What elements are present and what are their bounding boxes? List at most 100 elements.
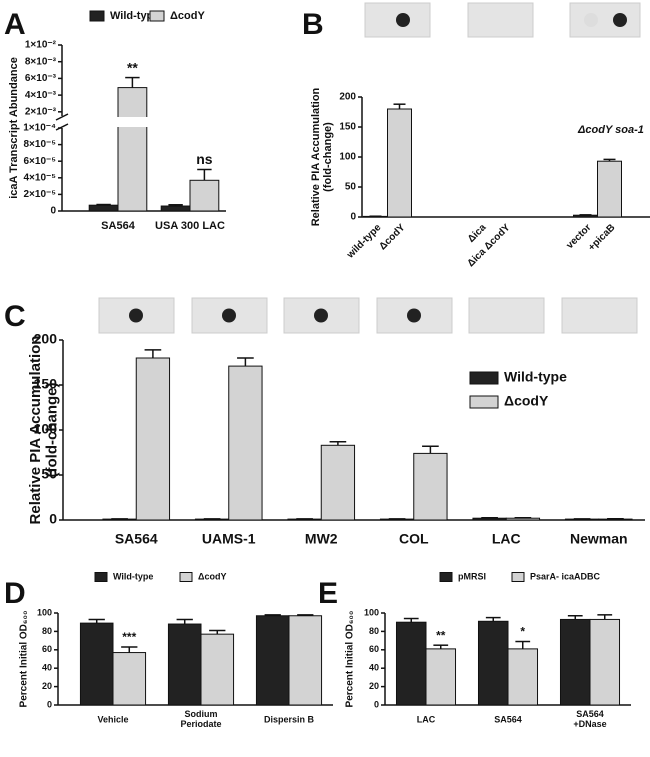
x-tick-label: SA564 xyxy=(494,714,522,724)
y-tick-label: 1×10⁻² xyxy=(25,40,57,51)
legend-label: ΔcodY xyxy=(198,571,226,581)
y-tick-label: 4×10⁻³ xyxy=(25,90,57,101)
y-axis-label: Relative PIA Accumulation(fold-change) xyxy=(27,336,61,525)
y-tick-label: 20 xyxy=(42,681,52,691)
y-tick-label: 6×10⁻⁵ xyxy=(24,156,57,167)
x-tick-label: SA564 xyxy=(115,531,158,547)
y-tick-label: 150 xyxy=(34,376,58,392)
bar xyxy=(395,621,427,706)
legend-swatch xyxy=(94,572,108,582)
bar xyxy=(200,633,235,706)
bar xyxy=(559,618,591,706)
bar xyxy=(477,620,509,706)
y-tick-label: 80 xyxy=(369,626,379,636)
y-axis-label: Relative PIA Accumulation(fold-change) xyxy=(310,87,334,226)
x-tick-label: +picaB xyxy=(586,222,617,253)
panel-letter: D xyxy=(4,577,26,610)
legend-label: Wild-type xyxy=(113,571,153,581)
x-tick-label: LAC xyxy=(492,531,521,547)
panel-letter: B xyxy=(302,8,324,41)
x-tick-label: Sodium Periodate xyxy=(180,709,221,729)
blot-dot xyxy=(129,308,143,323)
bar xyxy=(135,357,171,521)
y-tick-label: 0 xyxy=(350,212,356,223)
annotation: ** xyxy=(436,628,446,642)
y-tick-label: 20 xyxy=(369,681,379,691)
y-tick-label: 60 xyxy=(369,644,379,654)
bar xyxy=(167,623,202,706)
y-tick-label: 50 xyxy=(41,466,57,482)
y-tick-label: 100 xyxy=(339,152,356,163)
annotation: * xyxy=(520,625,525,639)
y-tick-label: 200 xyxy=(339,92,356,103)
y-tick-label: 200 xyxy=(34,331,58,347)
break-gap xyxy=(80,117,224,127)
y-tick-label: 100 xyxy=(34,421,58,437)
blot-dot xyxy=(613,13,627,27)
bar xyxy=(228,365,263,521)
legend-swatch xyxy=(179,572,193,582)
annotation: ΔcodY soa-1 xyxy=(577,124,644,136)
y-tick-label: 50 xyxy=(345,182,357,193)
panel-letter: A xyxy=(4,8,26,41)
bar xyxy=(320,444,356,521)
y-tick-label: 40 xyxy=(369,663,379,673)
x-tick-label: SA564 +DNase xyxy=(573,709,606,729)
annotation: *** xyxy=(122,630,136,644)
blot-dot xyxy=(407,308,421,323)
panel-letter: C xyxy=(4,300,26,333)
bar xyxy=(189,179,220,212)
bar xyxy=(117,87,148,212)
bar xyxy=(160,205,191,212)
legend-label: PsarA- icaADBC xyxy=(530,571,601,581)
x-tick-label: wild-type xyxy=(344,222,383,261)
blot-dot xyxy=(222,308,236,323)
blot-dot xyxy=(314,308,328,323)
y-tick-label: 2×10⁻³ xyxy=(25,106,57,117)
bar xyxy=(112,652,147,706)
legend-label: pMRSI xyxy=(458,571,486,581)
y-tick-label: 60 xyxy=(42,644,52,654)
bar xyxy=(255,615,290,706)
x-tick-label: LAC xyxy=(417,714,436,724)
x-tick-label: MW2 xyxy=(305,531,338,547)
y-tick-label: 150 xyxy=(339,122,356,133)
x-tick-label: COL xyxy=(399,531,429,547)
annotation: ns xyxy=(196,151,213,167)
bar xyxy=(507,648,539,706)
panel-letter: E xyxy=(318,577,338,610)
y-axis-label: icaA Transcript Abundance xyxy=(8,57,20,199)
legend-label: ΔcodY xyxy=(504,393,549,409)
annotation: ** xyxy=(127,59,138,75)
legend-label: Wild-type xyxy=(504,369,567,385)
axis-break xyxy=(55,123,69,131)
y-tick-label: 4×10⁻⁵ xyxy=(24,172,57,183)
y-tick-label: 100 xyxy=(37,607,52,617)
blot-image xyxy=(468,297,545,334)
blot-dot xyxy=(584,13,598,27)
legend-swatch xyxy=(511,572,525,582)
bar xyxy=(88,204,119,212)
x-tick-label: Newman xyxy=(570,531,628,547)
y-tick-label: 8×10⁻⁵ xyxy=(24,139,57,150)
bar xyxy=(597,160,622,218)
bar xyxy=(413,452,448,521)
legend-swatch xyxy=(469,395,499,409)
y-tick-label: 0 xyxy=(49,511,57,527)
y-tick-label: 40 xyxy=(42,663,52,673)
bar xyxy=(79,622,114,706)
legend-swatch xyxy=(469,371,499,385)
y-tick-label: 2×10⁻⁵ xyxy=(24,189,57,200)
legend-label: ΔcodY xyxy=(170,10,205,22)
legend-swatch xyxy=(89,10,105,22)
blot-image xyxy=(467,2,534,38)
x-tick-label: SA564 xyxy=(101,220,136,232)
y-tick-label: 1×10⁻⁴ xyxy=(23,123,56,134)
y-axis-label: Percent Initial OD₆₀₀ xyxy=(19,611,30,708)
y-tick-label: 0 xyxy=(50,206,56,217)
bar xyxy=(288,615,323,706)
y-axis-label: Percent Initial OD₆₀₀ xyxy=(345,611,356,708)
y-tick-label: 80 xyxy=(42,626,52,636)
